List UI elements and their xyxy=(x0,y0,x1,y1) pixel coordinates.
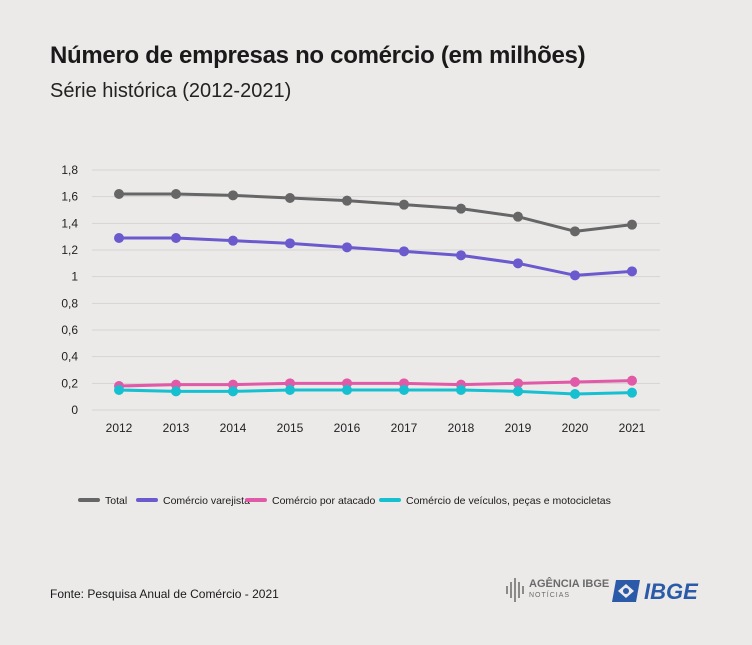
data-point xyxy=(456,385,466,395)
x-tick-label: 2020 xyxy=(562,421,589,435)
x-tick-label: 2014 xyxy=(220,421,247,435)
y-tick-label: 1,8 xyxy=(61,163,78,177)
x-tick-label: 2017 xyxy=(391,421,418,435)
y-tick-label: 1,4 xyxy=(61,216,78,230)
source-note: Fonte: Pesquisa Anual de Comércio - 2021 xyxy=(50,587,279,601)
data-point xyxy=(285,193,295,203)
data-point xyxy=(114,233,124,243)
data-point xyxy=(171,189,181,199)
x-tick-label: 2015 xyxy=(277,421,304,435)
data-point xyxy=(342,385,352,395)
agencia-bars-icon xyxy=(506,578,524,602)
data-point xyxy=(570,377,580,387)
x-tick-label: 2016 xyxy=(334,421,361,435)
data-point xyxy=(627,219,637,230)
data-point xyxy=(456,203,466,214)
data-point xyxy=(171,233,181,243)
data-point xyxy=(513,386,523,397)
y-tick-label: 0,2 xyxy=(61,376,78,390)
data-point xyxy=(456,250,466,261)
legend-label: Comércio por atacado xyxy=(272,495,375,507)
data-point xyxy=(399,199,409,210)
agencia-logo-sub: NOTÍCIAS xyxy=(529,592,571,599)
agencia-ibge-logo: AGÊNCIA IBGE NOTÍCIAS xyxy=(505,576,609,606)
x-tick-label: 2013 xyxy=(163,421,190,435)
x-tick-label: 2018 xyxy=(448,421,475,435)
data-point xyxy=(513,378,523,389)
legend-label: Comércio de veículos, peças e motociclet… xyxy=(406,495,611,507)
x-tick-label: 2021 xyxy=(619,421,646,435)
series-line xyxy=(118,388,633,396)
line-chart: 0 0,2 0,4 0,6 0,8 1 1,2 1,4 1,6 1,8 2012 2013 2014 20… xyxy=(61,163,660,507)
y-tick-label: 0,6 xyxy=(61,323,78,337)
y-tick-label: 0,4 xyxy=(61,350,78,364)
data-point xyxy=(570,226,580,237)
ibge-emblem-icon xyxy=(612,580,640,602)
data-point xyxy=(114,189,124,199)
y-tick-label: 0,8 xyxy=(61,296,78,310)
data-point xyxy=(228,235,238,246)
series-line xyxy=(119,192,633,233)
data-point xyxy=(342,195,352,206)
data-point xyxy=(399,246,409,257)
data-point xyxy=(570,389,580,399)
ibge-logo: IBGE xyxy=(610,578,710,606)
y-tick-label: 1 xyxy=(71,270,78,284)
data-point xyxy=(570,270,580,281)
y-tick-label: 1,2 xyxy=(61,243,78,257)
y-tick-label: 1,6 xyxy=(61,190,78,204)
data-point xyxy=(627,387,637,398)
series-line xyxy=(118,379,633,388)
data-point xyxy=(627,375,637,386)
x-tick-label: 2012 xyxy=(106,421,133,435)
data-point xyxy=(627,266,637,277)
data-point xyxy=(513,258,523,269)
data-point xyxy=(285,385,295,395)
data-point xyxy=(228,386,238,397)
data-point xyxy=(399,385,409,395)
chart-subtitle: Série histórica (2012-2021) xyxy=(50,80,292,102)
x-tick-label: 2019 xyxy=(505,421,532,435)
agencia-logo-text: AGÊNCIA IBGE xyxy=(529,578,610,590)
chart-title: Número de empresas no comércio (em milhõ… xyxy=(50,42,586,69)
legend-label: Comércio varejista xyxy=(163,495,250,507)
data-point xyxy=(228,190,238,201)
y-tick-label: 0 xyxy=(71,403,78,417)
data-point xyxy=(171,386,181,397)
data-point xyxy=(513,211,523,222)
data-point xyxy=(114,385,124,395)
legend-label: Total xyxy=(105,495,127,507)
data-point xyxy=(342,242,352,253)
ibge-logo-text: IBGE xyxy=(644,579,698,604)
data-point xyxy=(285,238,295,249)
series-line xyxy=(119,236,633,277)
